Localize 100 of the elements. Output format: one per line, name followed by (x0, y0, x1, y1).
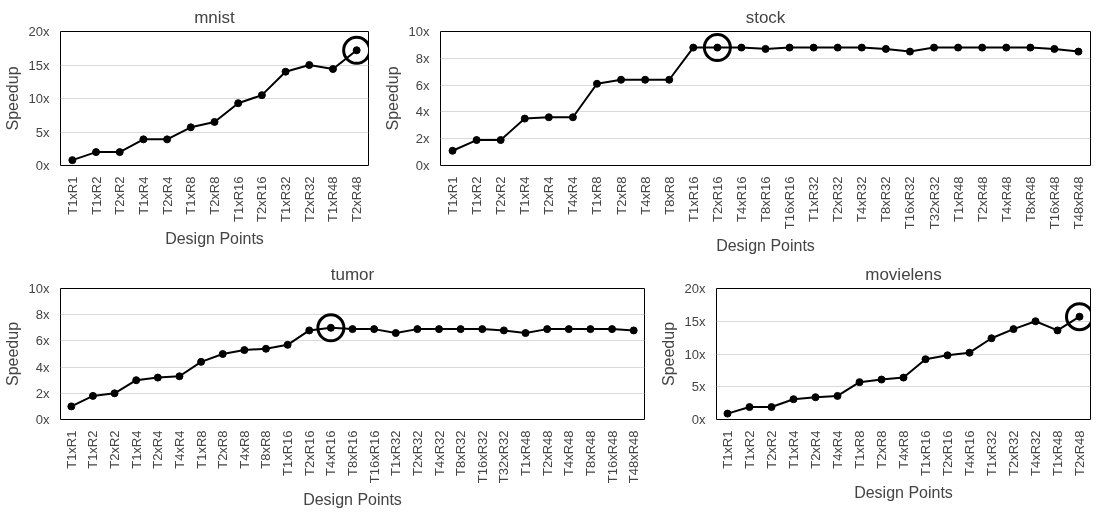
y-tick-label: 4x (415, 104, 430, 120)
x-tick-label: T1xR2 (469, 176, 485, 215)
point (283, 340, 292, 349)
x-tick-label: T1xR32 (388, 430, 404, 477)
x-tick-label: T1xR4 (786, 430, 801, 469)
x-tick-label: T1xR32 (278, 176, 294, 223)
x-tick-label: T2xR32 (409, 430, 425, 477)
x-tick-label: T1xR1 (720, 430, 735, 469)
x-tick-label: T32xR32 (926, 176, 942, 230)
point (857, 43, 866, 52)
x-tick-label: T2xR8 (207, 176, 222, 215)
point (1002, 43, 1011, 52)
point (139, 135, 148, 144)
chart-title: stock (745, 7, 786, 27)
x-tick-label: T1xR2 (742, 430, 757, 469)
x-tick-label: T2xR4 (159, 176, 175, 215)
x-tick-label: T48xR48 (1070, 176, 1086, 230)
x-tick-label: T2xR8 (215, 430, 231, 469)
x-axis-title: Design Points (165, 230, 264, 248)
x-tick-label: T4xR8 (236, 430, 252, 469)
x-tick-label: T4xR16 (323, 430, 339, 477)
point (88, 391, 97, 400)
x-tick-label: T16xR16 (366, 430, 382, 484)
x-tick-label: T1xR16 (230, 176, 246, 223)
point (163, 135, 172, 144)
point (1053, 326, 1062, 335)
x-tick-label: T2xR8 (613, 176, 629, 215)
x-tick-label: T2xR32 (301, 176, 317, 223)
x-tick-label: T1xR8 (193, 430, 209, 469)
x-tick-label: T1xR2 (88, 176, 104, 215)
point (978, 43, 987, 52)
y-tick-label: 6x (35, 333, 50, 349)
x-tick-label: T1xR48 (518, 430, 534, 477)
x-tick-label: T4xR32 (431, 430, 447, 477)
y-tick-label: 10x (28, 281, 50, 296)
point (608, 325, 617, 334)
x-tick-label: T2xR16 (940, 430, 955, 477)
point (197, 357, 206, 366)
point (478, 325, 487, 334)
point (257, 91, 266, 100)
x-tick-label: T4xR8 (637, 176, 653, 215)
y-tick-label: 8x (35, 307, 50, 323)
point (965, 348, 974, 357)
x-tick-label: T2xR2 (112, 176, 128, 215)
x-tick-label: T2xR32 (830, 176, 846, 223)
x-tick-label: T48xR48 (626, 430, 642, 484)
y-axis-title: Speedup (383, 66, 401, 131)
x-tick-label: T1xR1 (445, 176, 461, 215)
point (67, 402, 76, 411)
point (448, 146, 457, 155)
x-tick-label: T4xR4 (171, 430, 187, 469)
chart-title: movielens (865, 264, 942, 284)
y-axis-title: Speedup (659, 321, 677, 387)
x-tick-label: T4xR16 (962, 430, 977, 477)
x-tick-label: T2xR48 (974, 176, 990, 223)
x-tick-label: T2xR4 (150, 430, 166, 469)
y-tick-label: 10x (684, 346, 706, 362)
x-tick-label: T2xR4 (541, 176, 557, 215)
chart-title: tumor (330, 264, 375, 284)
point (789, 395, 798, 404)
x-tick-label: T8xR48 (582, 430, 598, 477)
x-tick-label: T1xR4 (135, 176, 151, 215)
x-tick-label: T16xR48 (1046, 176, 1062, 230)
point (261, 344, 270, 353)
point (544, 113, 553, 122)
x-tick-label: T2xR16 (254, 176, 270, 223)
x-tick-label: T1xR48 (950, 176, 966, 223)
x-tick-label: T1xR4 (128, 430, 144, 469)
point (413, 325, 422, 334)
x-axis-title: Design Points (854, 484, 953, 502)
y-tick-label: 10x (28, 91, 50, 106)
x-tick-label: T2xR2 (107, 430, 123, 469)
point (564, 325, 573, 334)
point (568, 113, 577, 122)
y-tick-label: 0x (35, 158, 50, 173)
point (110, 389, 119, 398)
point (833, 391, 842, 400)
chart-title: mnist (194, 7, 236, 27)
point (592, 79, 601, 88)
y-tick-label: 0x (415, 158, 430, 173)
x-tick-label: T1xR1 (64, 176, 80, 215)
y-tick-label: 8x (415, 50, 430, 66)
y-tick-label: 5x (691, 379, 706, 395)
x-tick-label: T4xR4 (565, 176, 581, 215)
x-tick-label: T2xR48 (539, 430, 555, 477)
point (930, 43, 939, 52)
point (210, 117, 219, 126)
y-tick-label: 2x (415, 131, 430, 147)
x-tick-label: T8xR16 (345, 430, 360, 477)
x-tick-label: T2xR48 (1072, 430, 1087, 477)
x-tick-label: T8xR48 (1022, 176, 1038, 223)
x-tick-label: T1xR1 (63, 430, 79, 469)
y-tick-label: 5x (35, 124, 50, 140)
point (809, 43, 818, 52)
point (496, 136, 505, 145)
point (665, 75, 674, 84)
x-tick-label: T16xR32 (902, 176, 918, 230)
point (186, 123, 195, 132)
x-tick-label: T1xR8 (589, 176, 605, 215)
point (305, 61, 314, 69)
